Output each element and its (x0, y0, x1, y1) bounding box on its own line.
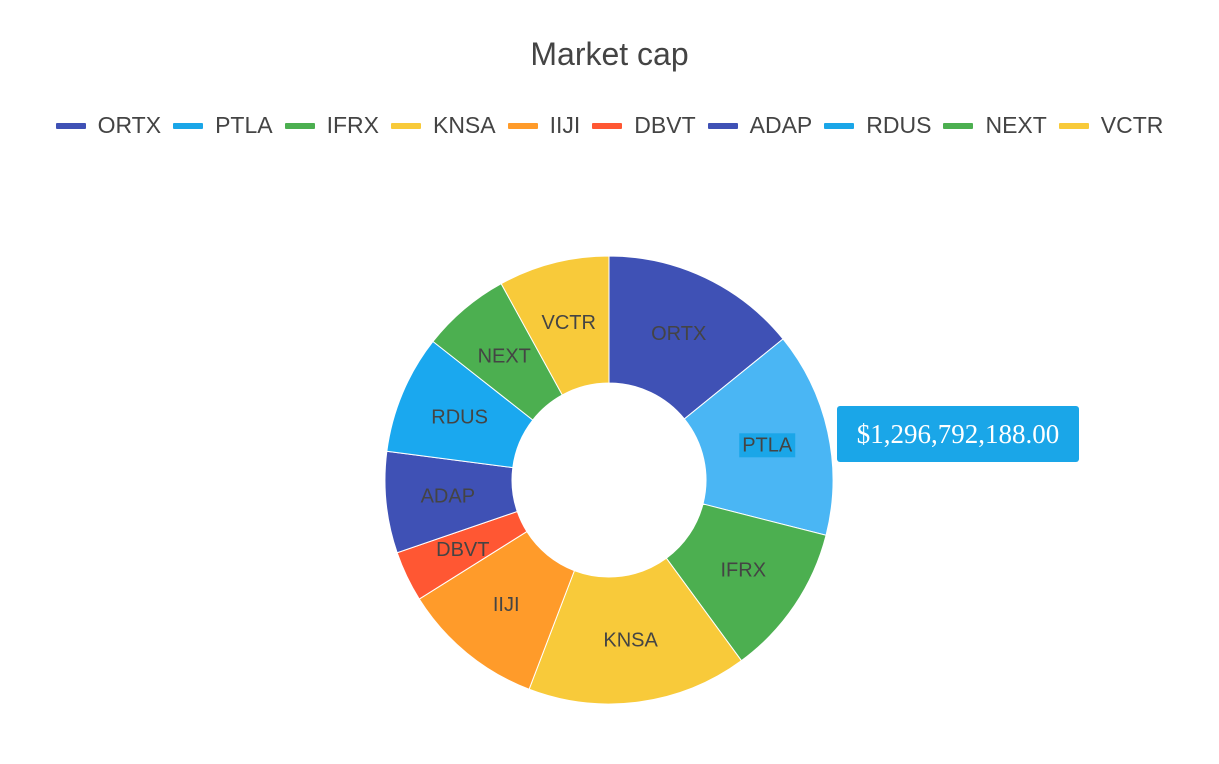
slice-label-highlight-ptla (739, 433, 796, 458)
slice-label-rdus: RDUS (431, 406, 488, 428)
slice-label-knsa: KNSA (603, 630, 658, 652)
legend-item-rdus[interactable]: RDUS (824, 112, 931, 139)
slice-label-adap: ADAP (421, 485, 475, 507)
slice-label-dbvt: DBVT (436, 539, 489, 561)
slice-label-ifrx: IFRX (720, 560, 766, 582)
legend: ORTX PTLA IFRX KNSA IIJI DBVT ADAP RDUS NEXT VCTR (0, 112, 1219, 139)
legend-swatch-ifrx (284, 122, 315, 129)
legend-label-knsa: KNSA (432, 112, 496, 138)
legend-item-ortx[interactable]: ORTX (55, 112, 162, 139)
legend-label-iiji: IIJI (549, 112, 581, 138)
legend-item-iiji[interactable]: IIJI (507, 112, 581, 139)
slice-ortx[interactable] (608, 255, 784, 420)
legend-swatch-adap (707, 122, 738, 129)
tooltip-value: $1,296,792,188.00 (856, 418, 1060, 449)
slice-label-ortx: ORTX (651, 323, 706, 345)
legend-label-ortx: ORTX (97, 112, 162, 138)
legend-item-knsa[interactable]: KNSA (390, 112, 496, 139)
legend-label-vctr: VCTR (1100, 112, 1164, 138)
slice-label-ptla: PTLA (742, 434, 793, 456)
legend-swatch-next (943, 122, 974, 129)
value-tooltip: $1,296,792,188.00 (837, 406, 1079, 462)
legend-swatch-vctr (1058, 122, 1089, 129)
legend-item-vctr[interactable]: VCTR (1058, 112, 1164, 139)
legend-label-next: NEXT (985, 112, 1047, 138)
legend-item-next[interactable]: NEXT (943, 112, 1047, 139)
legend-label-dbvt: DBVT (634, 112, 696, 138)
legend-item-ptla[interactable]: PTLA (173, 112, 273, 139)
slice-label-iiji: IIJI (493, 594, 520, 616)
slice-label-next: NEXT (478, 345, 531, 367)
slice-labels: ORTX PTLA IFRX KNSA IIJI DBVT ADAP RDUS NEXT VCTR (421, 312, 796, 652)
legend-swatch-dbvt (592, 122, 623, 129)
donut-slices (384, 255, 834, 705)
slice-vctr[interactable] (500, 255, 610, 396)
legend-item-adap[interactable]: ADAP (707, 112, 813, 139)
chart-title: Market cap (530, 36, 689, 72)
legend-label-adap: ADAP (749, 112, 813, 138)
legend-swatch-knsa (390, 122, 421, 129)
legend-swatch-iiji (507, 122, 538, 129)
legend-swatch-ortx (55, 122, 86, 129)
legend-label-ptla: PTLA (215, 112, 273, 138)
legend-item-dbvt[interactable]: DBVT (592, 112, 696, 139)
legend-label-ifrx: IFRX (326, 112, 379, 138)
legend-swatch-ptla (173, 122, 204, 129)
legend-swatch-rdus (824, 122, 855, 129)
legend-label-rdus: RDUS (866, 112, 932, 138)
slice-knsa[interactable] (528, 557, 743, 705)
legend-item-ifrx[interactable]: IFRX (284, 112, 379, 139)
slice-label-vctr: VCTR (542, 312, 596, 334)
